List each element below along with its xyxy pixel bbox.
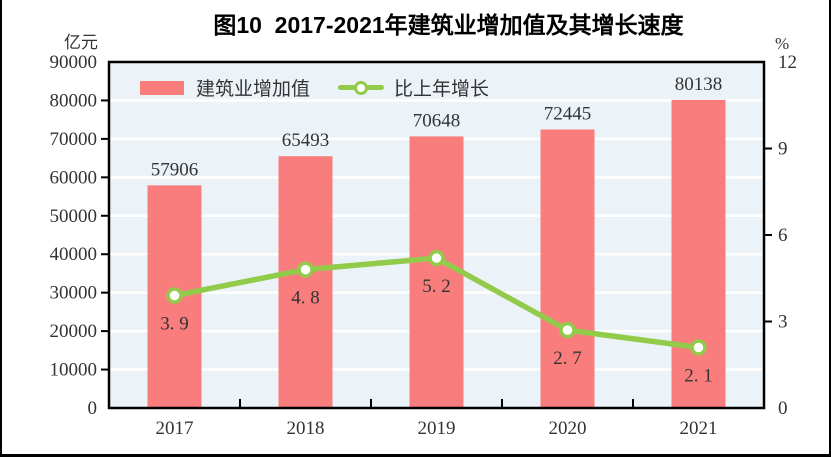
line-marker-2018: [297, 261, 314, 278]
bar-series-swatch-icon: [140, 80, 184, 95]
left-axis-tick-label: 20000: [50, 321, 98, 342]
left-axis-tick-label: 40000: [50, 244, 98, 265]
right-axis-unit: %: [775, 34, 790, 53]
left-axis-tick-label: 50000: [50, 206, 98, 227]
bar-value-label-2017: 57906: [151, 159, 199, 180]
x-axis-category-label: 2019: [418, 418, 456, 439]
bar-value-label-2020: 72445: [544, 103, 592, 124]
line-marker-2020: [559, 321, 576, 339]
left-axis-tick-label: 60000: [50, 167, 98, 188]
line-marker-2019: [428, 249, 445, 267]
legend-label-line-series: 比上年增长: [394, 79, 490, 100]
left-axis-unit: 亿元: [64, 33, 98, 52]
x-axis-category-label: 2017: [156, 418, 194, 439]
chart-title: 图10 2017-2021年建筑业增加值及其增长速度: [213, 12, 684, 38]
line-marker-2021: [690, 339, 707, 356]
legend-item-bar-series: 建筑业增加值: [140, 74, 310, 101]
left-axis-tick-label: 0: [88, 398, 98, 419]
line-marker-icon: [354, 80, 369, 95]
bar-value-label-2018: 65493: [282, 130, 330, 151]
left-axis-tick-label: 70000: [50, 129, 98, 150]
legend-item-line-series: 比上年增长: [338, 74, 489, 101]
bar-value-label-2019: 70648: [413, 110, 461, 131]
right-axis-tick-label: 6: [778, 225, 788, 246]
left-axis-tick-label: 10000: [50, 360, 98, 381]
right-axis-tick-label: 12: [778, 52, 797, 73]
page-bottom-rule: [2, 454, 829, 457]
bar-2020: [540, 129, 595, 408]
rate-value-label-2020: 2. 7: [553, 348, 582, 369]
rate-value-label-2017: 3. 9: [160, 314, 189, 335]
rate-value-label-2018: 4. 8: [291, 288, 320, 309]
rate-value-label-2021: 2. 1: [684, 365, 713, 386]
left-axis-tick-label: 80000: [50, 90, 98, 111]
x-axis-category-label: 2018: [287, 418, 325, 439]
legend-label-bar-series: 建筑业增加值: [196, 79, 311, 100]
bar-2018: [278, 156, 333, 408]
rate-value-label-2019: 5. 2: [422, 276, 451, 297]
x-axis-category-label: 2020: [549, 418, 587, 439]
chart-legend: 建筑业增加值 比上年增长: [140, 74, 489, 101]
right-axis-tick-label: 9: [778, 139, 788, 160]
right-axis-tick-label: 3: [778, 312, 788, 333]
line-marker-2017: [166, 287, 183, 304]
right-axis-tick-label: 0: [778, 398, 788, 419]
x-axis-category-label: 2021: [680, 418, 718, 439]
bar-2021: [671, 99, 726, 408]
left-axis-tick-label: 30000: [50, 283, 98, 304]
bar-2019: [409, 136, 464, 408]
left-axis-tick-label: 90000: [50, 52, 98, 73]
bar-value-label-2021: 80138: [675, 74, 723, 95]
line-series-swatch-icon: [338, 80, 385, 95]
